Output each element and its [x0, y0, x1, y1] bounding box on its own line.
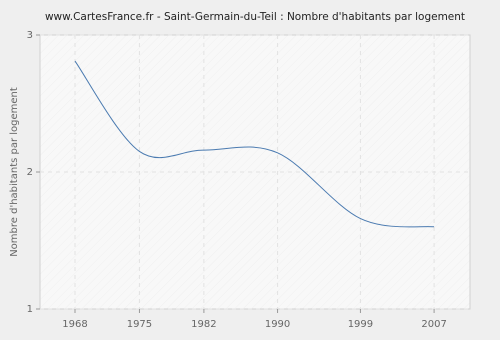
- y-tick-label: 3: [27, 30, 33, 41]
- y-axis-label: Nombre d'habitants par logement: [9, 87, 20, 257]
- x-tick-label: 1990: [265, 319, 290, 330]
- x-tick-label: 1999: [348, 319, 373, 330]
- y-tick-label: 1: [27, 304, 33, 315]
- x-tick-label: 1968: [62, 319, 87, 330]
- data-line: [74, 60, 435, 228]
- plot-area: [39, 34, 471, 310]
- x-tick-label: 2007: [421, 319, 446, 330]
- x-tick-label: 1975: [127, 319, 152, 330]
- x-tick-label: 1982: [191, 319, 216, 330]
- y-tick-label: 2: [27, 167, 33, 178]
- chart-title: www.CartesFrance.fr - Saint-Germain-du-T…: [45, 11, 465, 23]
